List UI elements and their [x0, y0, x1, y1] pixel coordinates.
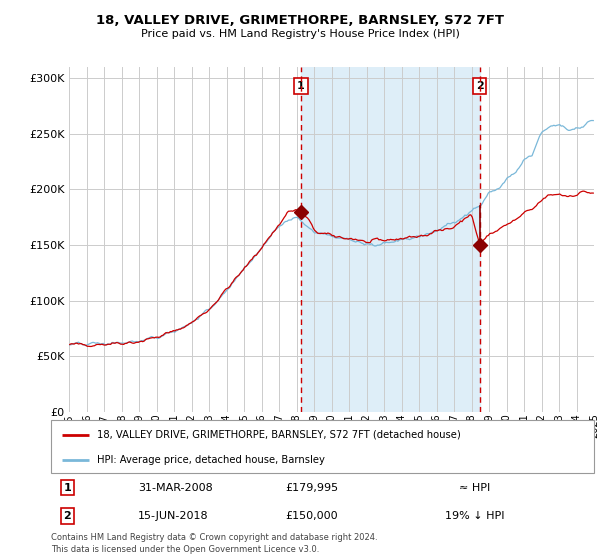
Bar — [301, 67, 479, 412]
Text: 31-MAR-2008: 31-MAR-2008 — [138, 483, 212, 493]
FancyBboxPatch shape — [51, 420, 594, 473]
Text: 1: 1 — [64, 483, 71, 493]
Text: Price paid vs. HM Land Registry's House Price Index (HPI): Price paid vs. HM Land Registry's House … — [140, 29, 460, 39]
Text: 15-JUN-2018: 15-JUN-2018 — [138, 511, 209, 521]
Text: 1: 1 — [297, 81, 305, 91]
Text: ≈ HPI: ≈ HPI — [459, 483, 490, 493]
Text: 2: 2 — [64, 511, 71, 521]
Text: 18, VALLEY DRIVE, GRIMETHORPE, BARNSLEY, S72 7FT (detached house): 18, VALLEY DRIVE, GRIMETHORPE, BARNSLEY,… — [97, 430, 461, 440]
Text: HPI: Average price, detached house, Barnsley: HPI: Average price, detached house, Barn… — [97, 455, 325, 465]
Text: 2: 2 — [476, 81, 484, 91]
Text: Contains HM Land Registry data © Crown copyright and database right 2024.
This d: Contains HM Land Registry data © Crown c… — [51, 533, 377, 554]
Text: £179,995: £179,995 — [285, 483, 338, 493]
Text: £150,000: £150,000 — [286, 511, 338, 521]
Text: 18, VALLEY DRIVE, GRIMETHORPE, BARNSLEY, S72 7FT: 18, VALLEY DRIVE, GRIMETHORPE, BARNSLEY,… — [96, 14, 504, 27]
Text: 19% ↓ HPI: 19% ↓ HPI — [445, 511, 504, 521]
